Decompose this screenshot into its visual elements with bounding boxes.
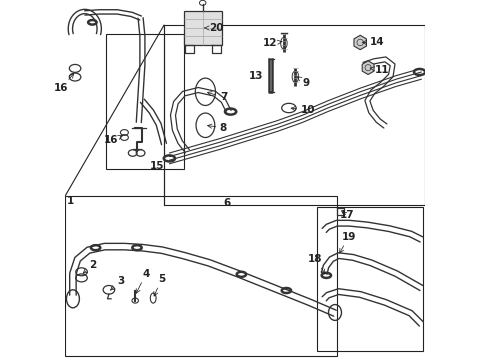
Text: 14: 14 (363, 37, 385, 48)
Text: 2: 2 (83, 260, 97, 273)
Text: 16: 16 (54, 74, 74, 93)
Polygon shape (362, 61, 374, 75)
Text: 20: 20 (205, 23, 223, 33)
Text: 4: 4 (136, 269, 150, 293)
Text: 8: 8 (208, 123, 227, 133)
Text: 11: 11 (370, 65, 389, 75)
Bar (65, 196, 337, 356)
Text: 9: 9 (297, 77, 310, 88)
Text: 6: 6 (223, 198, 231, 208)
Text: 3: 3 (111, 276, 124, 290)
Bar (164, 25, 425, 205)
Text: 13: 13 (248, 71, 263, 81)
Text: 7: 7 (208, 92, 227, 102)
Text: 18: 18 (308, 254, 325, 274)
Text: 17: 17 (339, 210, 354, 220)
Polygon shape (354, 35, 367, 50)
Text: 16: 16 (104, 135, 122, 145)
Bar (184, 11, 221, 45)
Text: 15: 15 (149, 161, 164, 171)
Text: 1: 1 (67, 196, 74, 206)
Text: 10: 10 (291, 105, 315, 115)
Text: 12: 12 (263, 38, 282, 48)
Text: 19: 19 (340, 232, 356, 253)
Bar (106, 34, 184, 169)
Text: 5: 5 (154, 274, 165, 296)
Bar (317, 207, 423, 351)
